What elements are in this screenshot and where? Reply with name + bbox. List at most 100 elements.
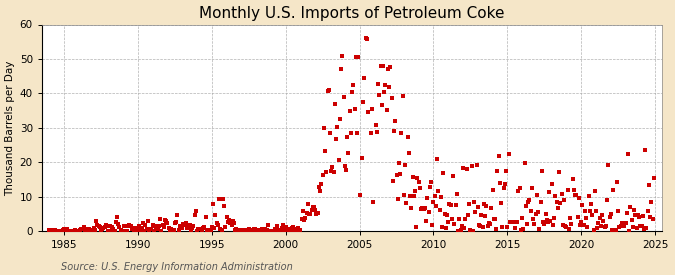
Point	[567, 176, 578, 181]
Point	[205, 229, 216, 233]
Point	[449, 221, 460, 226]
Point	[604, 214, 615, 219]
Point	[555, 201, 566, 205]
Point	[383, 85, 394, 89]
Point	[99, 225, 110, 229]
Point	[503, 152, 514, 156]
Point	[538, 219, 549, 224]
Point	[184, 223, 195, 227]
Point	[486, 206, 497, 210]
Point	[262, 227, 273, 232]
Point	[257, 227, 268, 232]
Point	[434, 208, 445, 212]
Point	[374, 93, 385, 97]
Point	[207, 225, 217, 230]
Point	[443, 220, 454, 224]
Point	[250, 227, 261, 232]
Point	[342, 135, 352, 139]
Point	[134, 224, 144, 229]
Point	[585, 209, 595, 213]
Point	[328, 169, 339, 174]
Point	[271, 229, 281, 233]
Point	[618, 223, 628, 227]
Point	[522, 222, 533, 226]
Point	[524, 197, 535, 202]
Point	[475, 224, 485, 228]
Point	[242, 228, 253, 232]
Point	[130, 226, 141, 230]
Point	[44, 228, 55, 232]
Point	[481, 204, 492, 208]
Point	[406, 206, 416, 210]
Point	[188, 224, 198, 228]
Point	[640, 148, 651, 153]
Point	[441, 213, 452, 218]
Point	[180, 223, 190, 228]
Point	[304, 212, 315, 216]
Point	[474, 222, 485, 227]
Point	[122, 229, 132, 233]
Point	[51, 229, 62, 233]
Point	[234, 228, 244, 233]
Point	[519, 161, 530, 165]
Point	[198, 226, 209, 230]
Point	[124, 223, 135, 228]
Point	[117, 228, 128, 233]
Point	[167, 228, 178, 232]
Point	[559, 198, 570, 202]
Point	[327, 165, 338, 169]
Point	[432, 156, 443, 161]
Point	[136, 226, 147, 230]
Point	[321, 170, 331, 174]
Point	[528, 217, 539, 221]
Point	[277, 226, 288, 230]
Point	[552, 206, 563, 210]
Point	[354, 193, 365, 198]
Point	[221, 214, 232, 219]
Point	[263, 223, 274, 227]
Point	[550, 194, 561, 198]
Point	[214, 197, 225, 201]
Point	[305, 212, 316, 216]
Point	[439, 212, 450, 217]
Point	[113, 222, 124, 227]
Point	[367, 107, 377, 111]
Point	[169, 221, 180, 225]
Point	[269, 226, 280, 231]
Point	[132, 229, 143, 233]
Point	[510, 220, 521, 224]
Point	[427, 223, 437, 227]
Point	[310, 207, 321, 212]
Point	[120, 224, 131, 228]
Point	[614, 225, 625, 229]
Point	[461, 166, 472, 171]
Point	[290, 229, 301, 233]
Point	[132, 227, 142, 232]
Point	[335, 67, 346, 71]
Point	[365, 131, 376, 136]
Point	[199, 225, 210, 229]
Point	[292, 226, 303, 230]
Point	[76, 227, 86, 231]
Point	[458, 166, 468, 170]
Point	[547, 223, 558, 227]
Point	[643, 209, 653, 213]
Point	[114, 225, 125, 230]
Point	[186, 229, 196, 233]
Point	[489, 216, 500, 221]
Point	[246, 228, 256, 232]
Point	[54, 229, 65, 233]
Point	[534, 226, 545, 231]
Point	[47, 228, 57, 233]
Point	[543, 219, 554, 224]
Point	[128, 227, 138, 231]
Point	[492, 169, 503, 174]
Point	[196, 229, 207, 233]
Point	[476, 213, 487, 218]
Point	[531, 193, 542, 197]
Point	[59, 227, 70, 231]
Point	[593, 221, 604, 225]
Point	[471, 163, 482, 167]
Point	[111, 215, 122, 219]
Point	[525, 209, 536, 213]
